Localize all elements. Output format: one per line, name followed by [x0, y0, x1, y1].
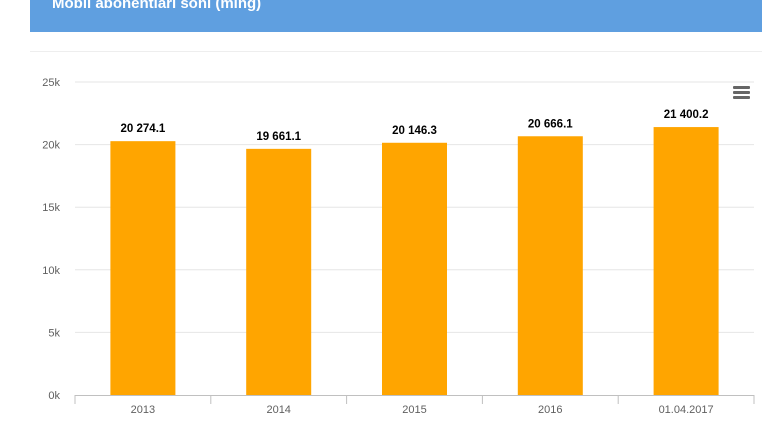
y-tick-label: 5k: [48, 327, 60, 339]
chart-title: Mobil abonentlari soni (ming): [52, 0, 262, 12]
bar[interactable]: [653, 127, 719, 396]
x-tick-label: 2016: [538, 404, 562, 416]
bar[interactable]: [246, 148, 312, 395]
y-tick-label: 20k: [42, 140, 60, 152]
x-tick-label: 2015: [402, 404, 426, 416]
y-tick-label: 25k: [42, 77, 60, 89]
y-tick-label: 15k: [42, 202, 60, 214]
x-tick-label: 01.04.2017: [659, 404, 714, 416]
bar[interactable]: [382, 142, 447, 395]
y-tick-label: 0k: [48, 390, 60, 402]
data-label: 21 400.2: [664, 109, 709, 121]
chart-header: Mobil abonentlari soni (ming): [30, 0, 762, 32]
x-tick-label: 2014: [266, 404, 290, 416]
data-label: 20 274.1: [121, 123, 166, 135]
header-divider: [30, 51, 762, 52]
data-label: 19 661.1: [256, 131, 301, 143]
hamburger-menu-icon[interactable]: [733, 86, 753, 102]
data-label: 20 146.3: [392, 125, 437, 137]
bar[interactable]: [110, 141, 176, 395]
bar[interactable]: [517, 136, 583, 395]
data-label: 20 666.1: [528, 118, 573, 130]
y-tick-label: 10k: [42, 265, 60, 277]
x-tick-label: 2013: [131, 404, 155, 416]
